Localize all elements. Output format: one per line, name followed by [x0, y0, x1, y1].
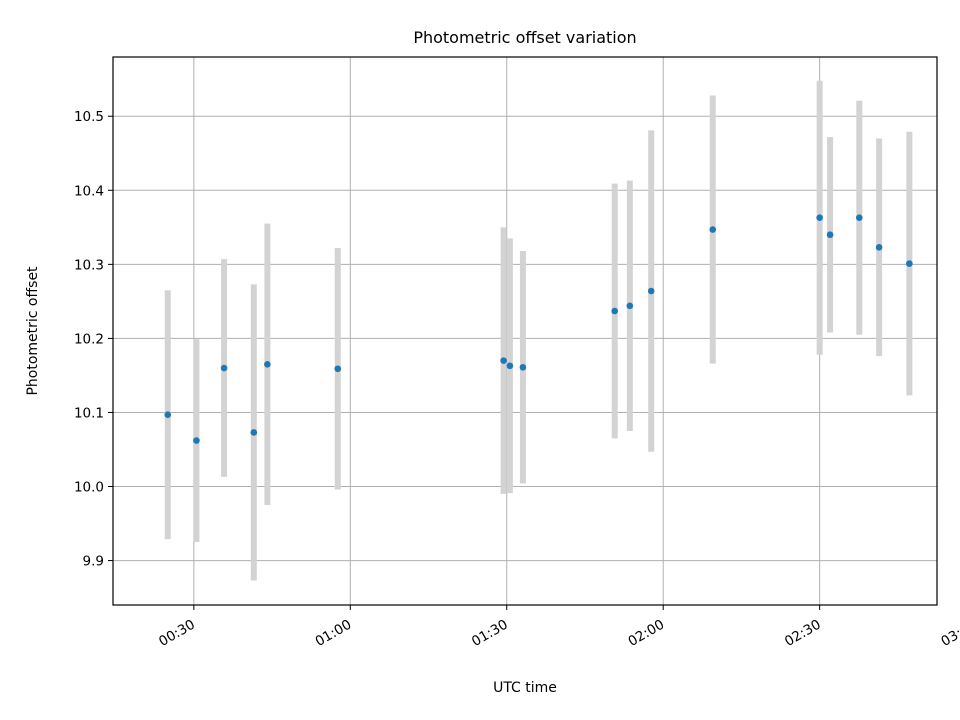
- data-point: [875, 244, 883, 251]
- data-point: [626, 302, 634, 310]
- y-tick-label: 10.0: [74, 480, 104, 496]
- x-axis-label: UTC time: [493, 680, 557, 696]
- data-point: [519, 363, 527, 371]
- y-tick-label: 10.1: [74, 405, 104, 421]
- data-point: [611, 307, 619, 315]
- y-tick-label: 10.2: [74, 331, 104, 347]
- data-point: [334, 365, 342, 373]
- data-point: [500, 357, 507, 364]
- data-point: [506, 362, 514, 370]
- data-point: [906, 260, 913, 267]
- data-point: [855, 214, 863, 221]
- y-tick-label: 9.9: [83, 554, 104, 570]
- y-tick-label: 10.4: [74, 183, 104, 199]
- y-tick-label: 10.3: [74, 257, 104, 273]
- data-point: [220, 364, 228, 372]
- chart-title: Photometric offset variation: [413, 28, 636, 47]
- y-axis-label: Photometric offset: [25, 266, 41, 396]
- data-points: [164, 214, 913, 444]
- data-point: [250, 429, 258, 436]
- data-point: [647, 287, 655, 295]
- data-point: [264, 361, 271, 368]
- y-tick-label: 10.5: [74, 109, 104, 125]
- data-point: [164, 411, 172, 418]
- data-point: [816, 214, 823, 221]
- data-point: [709, 226, 717, 233]
- data-point: [826, 231, 834, 239]
- data-point: [193, 437, 200, 444]
- plot-frame: [112, 56, 938, 606]
